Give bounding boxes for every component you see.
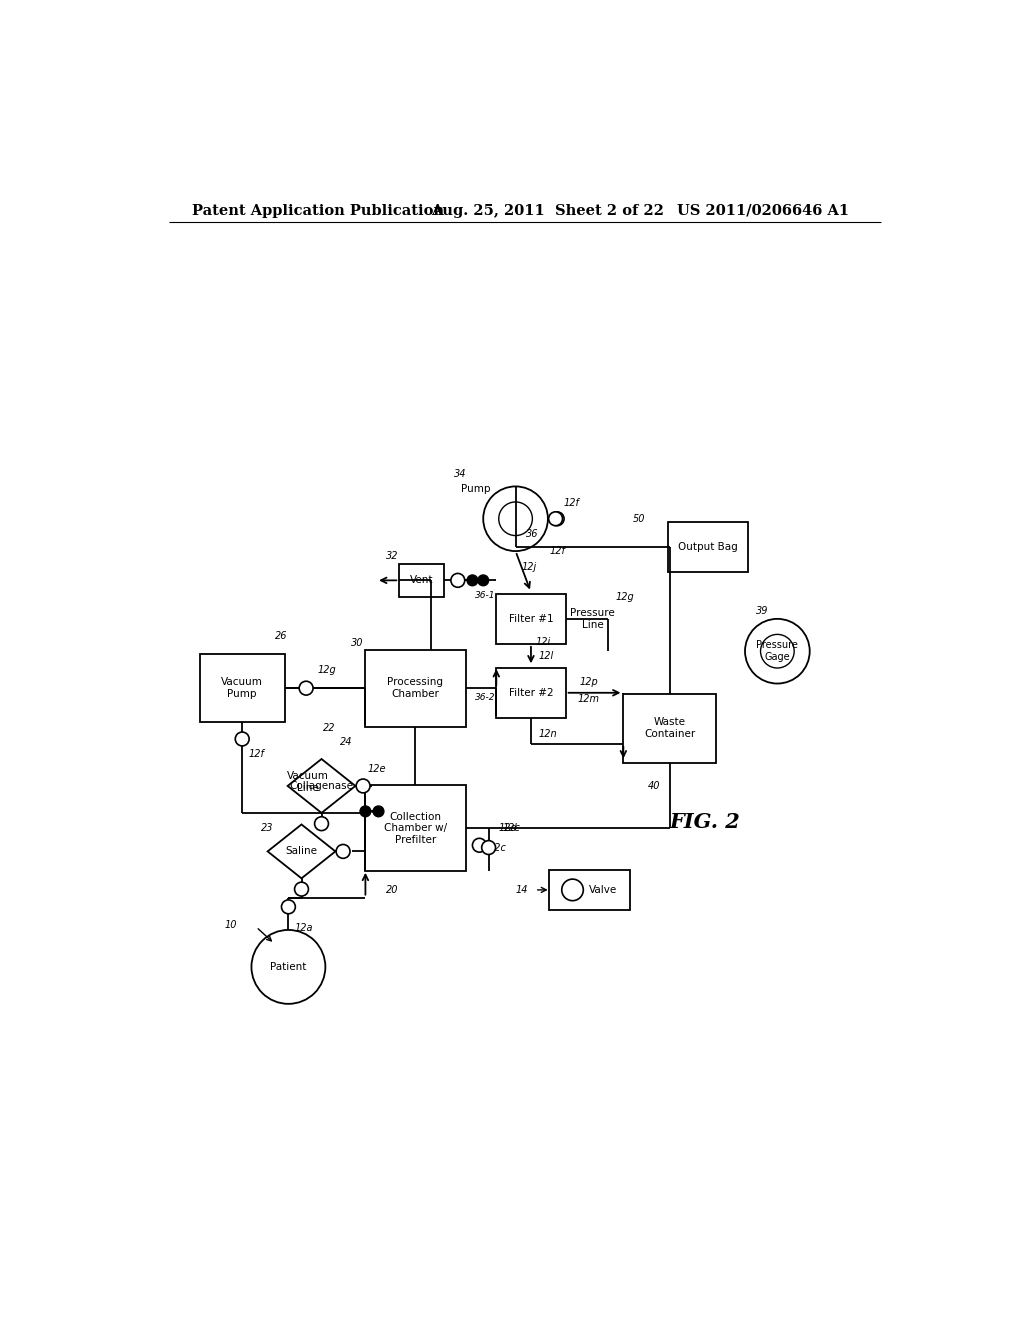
Text: 12f: 12f xyxy=(550,546,566,556)
Circle shape xyxy=(745,619,810,684)
Text: Pressure
Line: Pressure Line xyxy=(570,609,615,630)
Circle shape xyxy=(336,845,350,858)
Circle shape xyxy=(481,841,496,854)
Circle shape xyxy=(467,576,478,586)
Text: Vent: Vent xyxy=(410,576,433,585)
Circle shape xyxy=(360,807,371,817)
Circle shape xyxy=(472,838,486,853)
Text: 36-2: 36-2 xyxy=(474,693,495,702)
Polygon shape xyxy=(267,825,336,878)
Circle shape xyxy=(499,502,532,536)
Text: 12c: 12c xyxy=(503,824,520,833)
Text: 32: 32 xyxy=(386,550,398,561)
Text: 12c: 12c xyxy=(488,842,507,853)
Text: Valve: Valve xyxy=(589,884,617,895)
Text: Pressure
Gage: Pressure Gage xyxy=(757,640,799,663)
Bar xyxy=(366,785,466,871)
Text: 30: 30 xyxy=(351,639,364,648)
Text: Patient: Patient xyxy=(270,962,306,972)
Text: Processing
Chamber: Processing Chamber xyxy=(387,677,443,700)
Text: Patent Application Publication: Patent Application Publication xyxy=(193,203,444,218)
Text: 39: 39 xyxy=(756,606,768,616)
Text: 12p: 12p xyxy=(580,677,598,686)
Text: 10: 10 xyxy=(224,920,237,929)
Text: 12l: 12l xyxy=(539,651,554,661)
Circle shape xyxy=(550,512,564,525)
Text: Vacuum
Line: Vacuum Line xyxy=(287,771,329,793)
Bar xyxy=(399,564,444,597)
Text: 12m: 12m xyxy=(578,694,600,704)
Text: FIG. 2: FIG. 2 xyxy=(670,812,740,833)
Bar xyxy=(624,693,716,763)
Text: 36-1: 36-1 xyxy=(474,591,495,601)
Text: 36: 36 xyxy=(526,529,539,539)
Text: 23: 23 xyxy=(261,824,273,833)
Text: 20: 20 xyxy=(386,884,398,895)
Text: 34: 34 xyxy=(454,469,466,479)
Circle shape xyxy=(314,817,329,830)
Text: Pump: Pump xyxy=(461,484,490,495)
Text: 12f: 12f xyxy=(248,750,264,759)
Circle shape xyxy=(478,576,488,586)
Bar xyxy=(668,523,749,573)
Circle shape xyxy=(356,779,370,793)
Text: 12a: 12a xyxy=(295,924,313,933)
Text: 12d: 12d xyxy=(499,824,517,833)
Text: Waste
Container: Waste Container xyxy=(644,717,695,739)
Text: 12i: 12i xyxy=(536,638,551,647)
Text: 12f: 12f xyxy=(563,499,579,508)
Circle shape xyxy=(252,929,326,1003)
Text: 40: 40 xyxy=(648,781,660,791)
Text: Vacuum
Pump: Vacuum Pump xyxy=(221,677,263,700)
Circle shape xyxy=(282,900,295,913)
Text: US 2011/0206646 A1: US 2011/0206646 A1 xyxy=(677,203,849,218)
Text: Collagenase: Collagenase xyxy=(290,781,353,791)
Circle shape xyxy=(299,681,313,696)
Bar xyxy=(549,870,630,909)
Text: Saline: Saline xyxy=(286,846,317,857)
Text: 12e: 12e xyxy=(368,764,386,774)
Text: Filter #1: Filter #1 xyxy=(509,614,553,624)
Circle shape xyxy=(373,807,384,817)
Text: 26: 26 xyxy=(274,631,287,640)
Circle shape xyxy=(236,733,249,746)
Text: Collection
Chamber w/
Prefilter: Collection Chamber w/ Prefilter xyxy=(384,812,447,845)
Circle shape xyxy=(562,879,584,900)
Text: 24: 24 xyxy=(340,737,352,747)
Bar xyxy=(200,655,285,722)
Circle shape xyxy=(451,573,465,587)
Text: Aug. 25, 2011  Sheet 2 of 22: Aug. 25, 2011 Sheet 2 of 22 xyxy=(431,203,664,218)
Text: Output Bag: Output Bag xyxy=(678,543,738,552)
Text: 22: 22 xyxy=(323,723,336,733)
Text: 12j: 12j xyxy=(522,561,537,572)
Circle shape xyxy=(761,635,795,668)
Circle shape xyxy=(295,882,308,896)
Text: 12g: 12g xyxy=(317,665,336,676)
Text: 14: 14 xyxy=(515,884,528,895)
Bar xyxy=(497,594,565,644)
Text: 12n: 12n xyxy=(539,730,557,739)
Text: Filter #2: Filter #2 xyxy=(509,688,553,698)
Bar xyxy=(366,649,466,726)
Bar xyxy=(497,668,565,718)
Text: 12g: 12g xyxy=(615,593,634,602)
Text: 50: 50 xyxy=(633,513,645,524)
Polygon shape xyxy=(288,759,355,813)
Circle shape xyxy=(483,486,548,552)
Circle shape xyxy=(549,512,562,525)
